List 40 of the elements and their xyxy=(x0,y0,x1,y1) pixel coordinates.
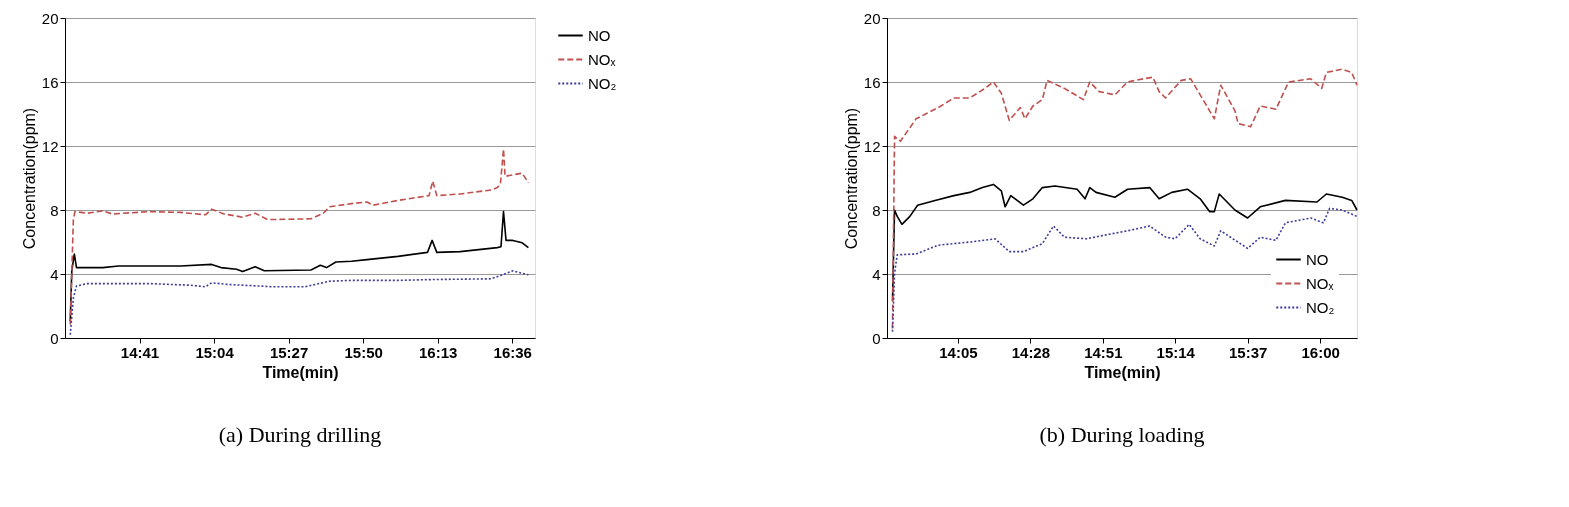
legend-label: NO₂ xyxy=(1306,298,1335,316)
x-tick-label: 16:13 xyxy=(419,343,458,361)
line-series xyxy=(891,207,1358,333)
x-tick-label: 15:37 xyxy=(1229,343,1268,361)
y-tick-label: 8 xyxy=(872,201,881,219)
line-series xyxy=(69,270,530,336)
text: (a) During drilling xyxy=(218,422,382,447)
x-tick-label: 14:28 xyxy=(1011,343,1051,361)
y-tick-label: 16 xyxy=(41,73,59,91)
y-tick-label: 20 xyxy=(863,9,881,27)
x-axis-title: Time(min) xyxy=(262,363,339,381)
y-tick-label: 20 xyxy=(41,9,59,27)
line-series xyxy=(69,148,530,326)
y-tick-label: 4 xyxy=(872,265,881,283)
x-tick-label: 15:04 xyxy=(195,343,235,361)
y-tick-label: 12 xyxy=(863,137,881,155)
x-tick-label: 15:14 xyxy=(1156,343,1196,361)
x-tick-label: 15:50 xyxy=(344,343,383,361)
x-tick-label: 15:27 xyxy=(269,343,309,361)
text: (b) During loading xyxy=(1039,422,1205,447)
y-axis-title: Concentration(ppm) xyxy=(20,107,38,250)
x-tick-label: 16:36 xyxy=(493,343,532,361)
y-tick-label: 12 xyxy=(41,137,59,155)
y-tick-label: 0 xyxy=(50,329,59,347)
y-tick-label: 0 xyxy=(872,329,881,347)
x-tick-label: 14:05 xyxy=(939,343,978,361)
x-tick-label: 14:51 xyxy=(1084,343,1123,361)
y-tick-label: 8 xyxy=(50,201,59,219)
line-series xyxy=(69,210,530,322)
x-tick-label: 14:41 xyxy=(120,343,160,361)
legend-label: NO xyxy=(588,26,611,44)
x-axis-title: Time(min) xyxy=(1084,363,1161,381)
x-tick-label: 16:00 xyxy=(1301,343,1340,361)
legend-label: NOₓ xyxy=(1306,274,1334,292)
legend-label: NO xyxy=(1306,250,1329,268)
y-axis-title: Concentration(ppm) xyxy=(842,107,860,250)
y-tick-label: 4 xyxy=(50,265,59,283)
legend-label: NO₂ xyxy=(588,74,617,92)
y-tick-label: 16 xyxy=(863,73,881,91)
legend-label: NOₓ xyxy=(588,50,616,68)
